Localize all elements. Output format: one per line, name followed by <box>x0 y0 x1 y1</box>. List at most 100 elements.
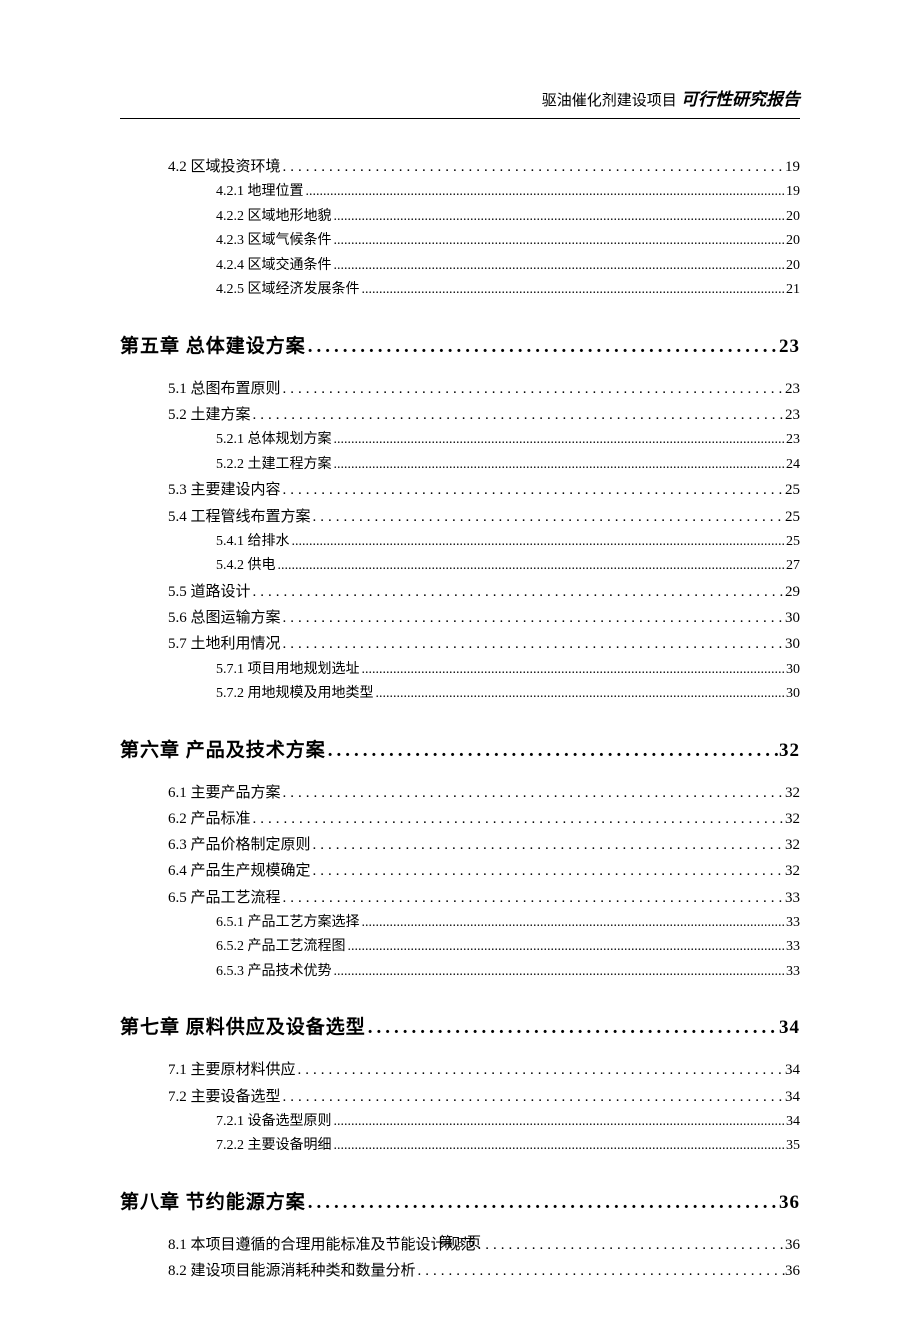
toc-entry: 7.2.2 主要设备明细............................… <box>120 1134 800 1159</box>
toc-entry-page: 33 <box>786 960 800 985</box>
toc-entry-label: 6.5.2 产品工艺流程图 <box>216 935 346 960</box>
toc-entry-label: 5.2.2 土建工程方案 <box>216 453 332 478</box>
toc-entry-page: 20 <box>786 205 800 230</box>
toc-entry: 6.1 主要产品方案..............................… <box>120 780 800 806</box>
toc-entry: 第六章 产品及技术方案.............................… <box>120 735 800 762</box>
toc-entry: 5.4.2 供电................................… <box>120 554 800 579</box>
toc-entry-page: 20 <box>786 229 800 254</box>
toc-entry: 6.5 产品工艺流程..............................… <box>120 885 800 911</box>
toc-entry-label: 4.2 区域投资环境 <box>168 154 281 180</box>
toc-entry: 8.2 建设项目能源消耗种类和数量分析.....................… <box>120 1258 800 1284</box>
toc-entry: 7.2 主要设备选型..............................… <box>120 1084 800 1110</box>
toc-leader-dots: ........................................… <box>281 631 785 657</box>
toc-leader-dots: ........................................… <box>332 1134 787 1159</box>
toc-leader-dots: ........................................… <box>416 1258 785 1284</box>
toc-entry: 5.4 工程管线布置方案............................… <box>120 504 800 530</box>
toc-entry-page: 27 <box>786 554 800 579</box>
toc-entry-label: 5.2 土建方案 <box>168 402 251 428</box>
toc-entry-page: 30 <box>786 658 800 683</box>
toc-entry-page: 36 <box>785 1258 800 1284</box>
toc-leader-dots: ........................................… <box>311 504 785 530</box>
toc-entry: 5.7 土地利用情况..............................… <box>120 631 800 657</box>
toc-entry-page: 30 <box>786 682 800 707</box>
toc-leader-dots: ........................................… <box>326 740 779 762</box>
toc-leader-dots: ........................................… <box>251 579 785 605</box>
toc-entry: 5.6 总图运输方案..............................… <box>120 605 800 631</box>
toc-entry-label: 6.5 产品工艺流程 <box>168 885 281 911</box>
toc-entry: 第五章 总体建设方案..............................… <box>120 331 800 358</box>
toc-entry: 第七章 原料供应及设备选型...........................… <box>120 1012 800 1039</box>
toc-entry-page: 25 <box>785 477 800 503</box>
page-footer: 第 3 页 <box>0 1232 920 1252</box>
toc-entry-page: 23 <box>779 336 800 358</box>
toc-entry-label: 5.7.1 项目用地规划选址 <box>216 658 360 683</box>
toc-entry-page: 33 <box>786 911 800 936</box>
toc-entry-label: 5.5 道路设计 <box>168 579 251 605</box>
toc-leader-dots: ........................................… <box>332 428 787 453</box>
toc-entry-page: 34 <box>785 1084 800 1110</box>
toc-entry-label: 第六章 产品及技术方案 <box>120 735 326 762</box>
toc-entry-page: 23 <box>785 402 800 428</box>
toc-entry-label: 7.2 主要设备选型 <box>168 1084 281 1110</box>
toc-leader-dots: ........................................… <box>306 1192 779 1214</box>
toc-entry-page: 24 <box>786 453 800 478</box>
toc-entry-page: 32 <box>785 780 800 806</box>
toc-entry-label: 7.1 主要原材料供应 <box>168 1057 296 1083</box>
toc-entry: 4.2.2 区域地形地貌............................… <box>120 205 800 230</box>
toc-entry-label: 5.2.1 总体规划方案 <box>216 428 332 453</box>
toc-entry-page: 32 <box>785 832 800 858</box>
toc-entry-page: 30 <box>785 631 800 657</box>
toc-entry-page: 35 <box>786 1134 800 1159</box>
toc-entry-page: 23 <box>785 376 800 402</box>
toc-entry: 第八章 节约能源方案..............................… <box>120 1187 800 1214</box>
toc-entry: 6.4 产品生产规模确定............................… <box>120 858 800 884</box>
toc-entry-label: 4.2.1 地理位置 <box>216 180 304 205</box>
toc-entry-label: 6.1 主要产品方案 <box>168 780 281 806</box>
toc-leader-dots: ........................................… <box>332 254 787 279</box>
toc-entry-page: 34 <box>786 1110 800 1135</box>
toc-entry-label: 5.6 总图运输方案 <box>168 605 281 631</box>
toc-entry-label: 第八章 节约能源方案 <box>120 1187 306 1214</box>
header-report-title: 可行性研究报告 <box>677 90 800 109</box>
toc-entry-page: 33 <box>785 885 800 911</box>
toc-leader-dots: ........................................… <box>281 780 785 806</box>
toc-entry: 7.1 主要原材料供应.............................… <box>120 1057 800 1083</box>
toc-entry-page: 32 <box>785 858 800 884</box>
toc-leader-dots: ........................................… <box>332 229 787 254</box>
toc-entry-page: 33 <box>786 935 800 960</box>
toc-entry-label: 5.7.2 用地规模及用地类型 <box>216 682 374 707</box>
toc-entry-page: 34 <box>785 1057 800 1083</box>
toc-entry-page: 23 <box>786 428 800 453</box>
toc-entry-page: 25 <box>786 530 800 555</box>
toc-leader-dots: ........................................… <box>290 530 787 555</box>
toc-entry-label: 5.4.2 供电 <box>216 554 276 579</box>
toc-entry-label: 4.2.2 区域地形地貌 <box>216 205 332 230</box>
toc-leader-dots: ........................................… <box>366 1017 779 1039</box>
toc-entry: 6.5.1 产品工艺方案选择..........................… <box>120 911 800 936</box>
toc-entry-label: 5.4 工程管线布置方案 <box>168 504 311 530</box>
toc-entry-page: 19 <box>786 180 800 205</box>
toc-entry: 4.2.4 区域交通条件............................… <box>120 254 800 279</box>
toc-entry-page: 19 <box>785 154 800 180</box>
table-of-contents: 4.2 区域投资环境..............................… <box>120 154 800 1284</box>
toc-entry-label: 5.7 土地利用情况 <box>168 631 281 657</box>
toc-entry: 5.3 主要建设内容..............................… <box>120 477 800 503</box>
toc-leader-dots: ........................................… <box>311 858 785 884</box>
toc-leader-dots: ........................................… <box>281 885 785 911</box>
toc-entry-label: 8.2 建设项目能源消耗种类和数量分析 <box>168 1258 416 1284</box>
toc-leader-dots: ........................................… <box>251 806 785 832</box>
toc-entry: 7.2.1 设备选型原则............................… <box>120 1110 800 1135</box>
toc-entry: 5.7.1 项目用地规划选址..........................… <box>120 658 800 683</box>
toc-entry: 6.5.2 产品工艺流程图...........................… <box>120 935 800 960</box>
toc-entry-page: 21 <box>786 278 800 303</box>
toc-entry-label: 6.2 产品标准 <box>168 806 251 832</box>
toc-entry: 6.5.3 产品技术优势............................… <box>120 960 800 985</box>
toc-leader-dots: ........................................… <box>332 205 787 230</box>
toc-entry-label: 6.5.1 产品工艺方案选择 <box>216 911 360 936</box>
toc-leader-dots: ........................................… <box>276 554 787 579</box>
toc-entry-page: 32 <box>785 806 800 832</box>
toc-entry: 5.2 土建方案................................… <box>120 402 800 428</box>
toc-entry-page: 30 <box>785 605 800 631</box>
toc-leader-dots: ........................................… <box>332 960 787 985</box>
toc-leader-dots: ........................................… <box>332 453 787 478</box>
